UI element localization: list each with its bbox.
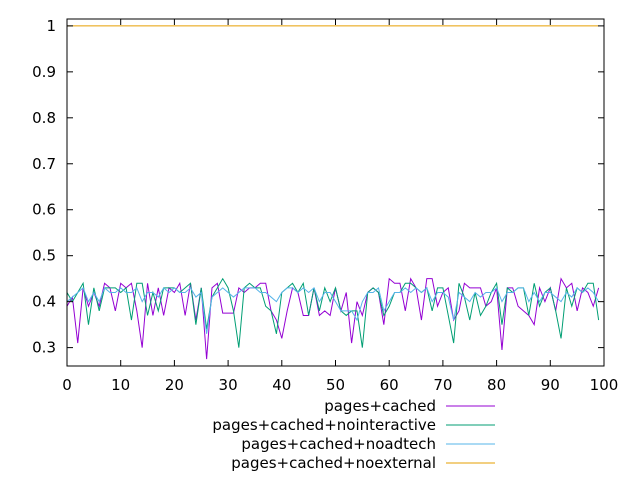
y-tick-label: 0.7 (32, 155, 56, 173)
y-tick-label: 0.4 (32, 293, 56, 311)
y-tick-label: 0.9 (32, 63, 56, 81)
x-tick-label: 10 (111, 376, 130, 394)
y-tick-label: 0.8 (32, 109, 56, 127)
legend-label-4: pages+cached+noexternal (231, 454, 436, 472)
legend-label-2: pages+cached+nointeractive (212, 416, 436, 434)
series-line-2 (66, 277, 600, 348)
x-tick-label: 100 (590, 376, 619, 394)
x-tick-label: 40 (272, 376, 291, 394)
x-tick-label: 20 (165, 376, 184, 394)
x-tick-label: 30 (219, 376, 238, 394)
legend: pages+cachedpages+cached+nointeractivepa… (212, 397, 495, 472)
series-line-3 (66, 286, 600, 334)
series-layer (66, 25, 600, 360)
y-tick-label: 0.6 (32, 201, 56, 219)
y-tick-label: 0.3 (32, 339, 56, 357)
axis-layer: 0 10 20 30 40 50 60 70 80 90 100 0.3 0.4 0.5 0.6 0.7 0.8… (32, 17, 618, 394)
x-tick-label: 60 (380, 376, 399, 394)
x-tick-label: 70 (433, 376, 452, 394)
y-tick-label: 0.5 (32, 247, 56, 265)
series-line-1 (66, 277, 600, 360)
x-tick-label: 0 (62, 376, 72, 394)
legend-label-3: pages+cached+noadtech (241, 435, 436, 453)
legend-label-1: pages+cached (324, 397, 436, 415)
x-tick-label: 80 (487, 376, 506, 394)
x-tick-label: 50 (326, 376, 345, 394)
x-tick-label: 90 (541, 376, 560, 394)
y-tick-label: 1 (46, 17, 56, 35)
